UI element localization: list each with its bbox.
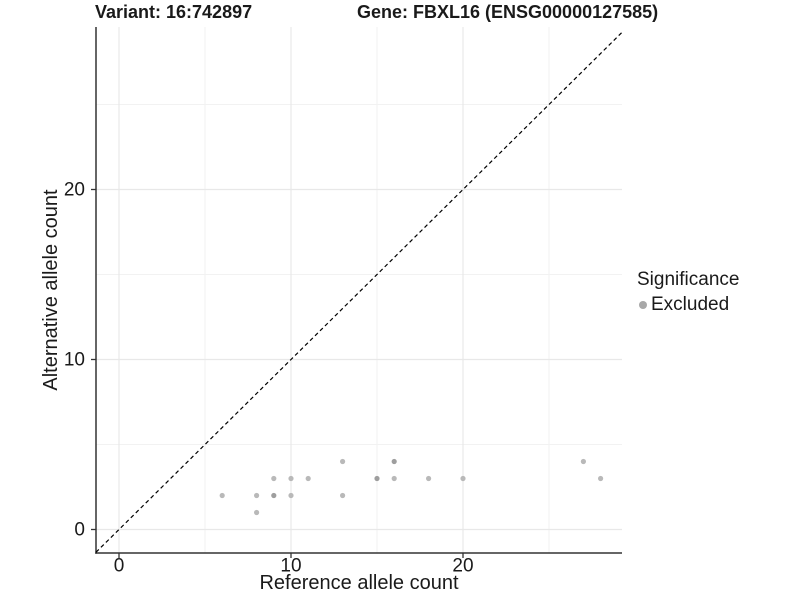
data-point [391, 475, 397, 482]
identity-line [95, 31, 623, 553]
data-point [340, 458, 346, 465]
legend-item-excluded: Excluded [639, 294, 739, 316]
data-point [460, 475, 466, 482]
data-point [271, 492, 277, 499]
y-tick-label: 0 [74, 520, 85, 541]
data-point [374, 475, 380, 482]
y-tick-label: 10 [64, 350, 85, 371]
gene-title: Gene: FBXL16 (ENSG00000127585) [357, 2, 659, 22]
data-point [219, 492, 225, 499]
data-point [254, 509, 260, 516]
data-point [598, 475, 604, 482]
data-point [580, 458, 587, 465]
x-axis-title: Reference allele count [259, 572, 459, 594]
data-point [288, 475, 294, 482]
data-point [391, 458, 397, 465]
data-point [254, 492, 260, 499]
x-tick-label: 10 [280, 556, 301, 577]
data-point [426, 475, 432, 482]
data-point [340, 492, 346, 499]
legend-point-swatch-icon [639, 301, 647, 309]
x-tick-label: 0 [114, 556, 125, 577]
legend-item-label: Excluded [651, 294, 730, 315]
legend-title: Significance [637, 269, 740, 290]
data-point [305, 475, 311, 482]
data-point [271, 475, 277, 482]
y-tick-label: 20 [64, 180, 85, 201]
variant-title: Variant: 16:742897 [95, 2, 253, 22]
y-axis-title: Alternative allele count [40, 189, 62, 391]
legend: Significance Excluded [637, 269, 739, 316]
data-point [288, 492, 294, 499]
x-tick-label: 20 [452, 556, 473, 577]
